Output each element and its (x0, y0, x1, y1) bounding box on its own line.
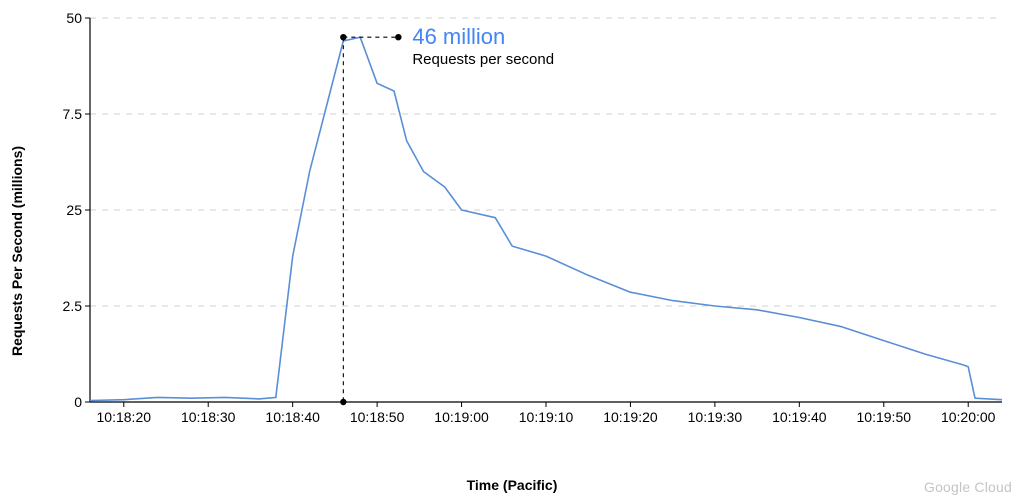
svg-text:10:19:50: 10:19:50 (857, 409, 912, 425)
svg-text:10:19:20: 10:19:20 (603, 409, 658, 425)
chart-container: Requests Per Second (millions) 0 12.5 25 37… (0, 0, 1024, 501)
svg-text:10:18:50: 10:18:50 (350, 409, 405, 425)
watermark-text: Google Cloud (924, 479, 1012, 495)
svg-text:10:20:00: 10:20:00 (941, 409, 996, 425)
svg-text:0: 0 (74, 394, 82, 410)
svg-text:10:18:20: 10:18:20 (97, 409, 152, 425)
svg-text:10:19:00: 10:19:00 (434, 409, 489, 425)
y-axis-label: Requests Per Second (millions) (9, 145, 25, 355)
x-axis-label: Time (Pacific) (467, 477, 558, 493)
svg-text:50: 50 (66, 12, 82, 26)
svg-text:46 million: 46 million (412, 24, 505, 49)
svg-text:37.5: 37.5 (62, 106, 82, 122)
plot-area: 0 12.5 25 37.5 50 10:18:20 10:18:30 10:18:40 10:… (62, 12, 1010, 432)
svg-text:10:18:40: 10:18:40 (265, 409, 320, 425)
svg-text:25: 25 (66, 202, 82, 218)
svg-text:10:19:10: 10:19:10 (519, 409, 574, 425)
svg-text:Requests per second: Requests per second (412, 51, 554, 68)
svg-text:10:19:40: 10:19:40 (772, 409, 827, 425)
svg-text:10:18:30: 10:18:30 (181, 409, 236, 425)
svg-text:10:19:30: 10:19:30 (688, 409, 743, 425)
chart-svg: 0 12.5 25 37.5 50 10:18:20 10:18:30 10:18:40 10:… (62, 12, 1010, 432)
svg-text:12.5: 12.5 (62, 298, 82, 314)
